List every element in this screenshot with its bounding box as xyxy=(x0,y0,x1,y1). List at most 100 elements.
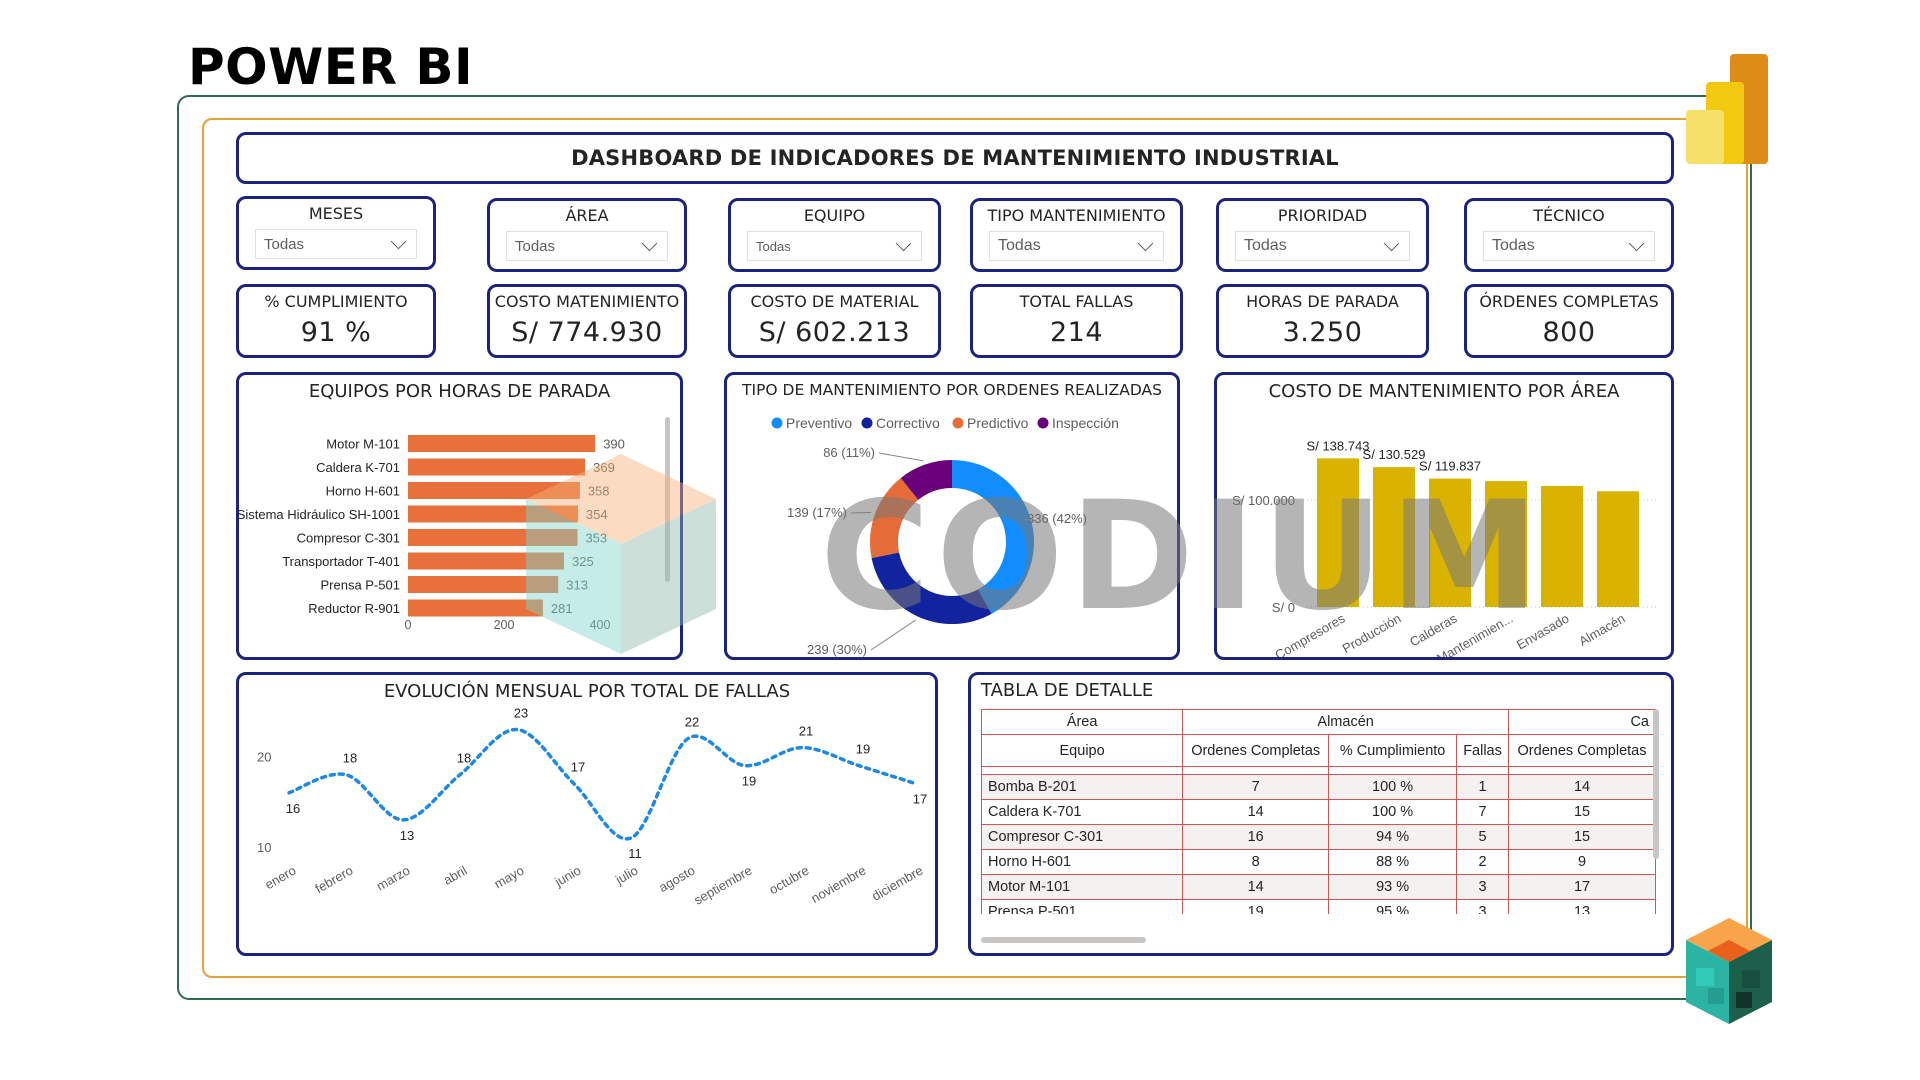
slicer-meses[interactable]: MESES Todas xyxy=(236,196,436,270)
table-cell: 94 % xyxy=(1328,824,1458,850)
slicer-dropdown[interactable]: Todas xyxy=(506,231,668,261)
point-data-label: 21 xyxy=(799,724,813,739)
table-cell-equipo: Prensa P-501 xyxy=(981,899,1184,914)
slice-data-label: 86 (11%) xyxy=(823,445,875,460)
table-cell: 7 xyxy=(1182,774,1330,800)
bar xyxy=(408,505,578,523)
bar-data-label: 354 xyxy=(586,507,608,522)
slicer-dropdown[interactable]: Todas xyxy=(1235,231,1410,261)
table-cell: 3 xyxy=(1456,874,1510,900)
donut-slice xyxy=(870,478,919,558)
bar xyxy=(408,529,578,546)
column-header[interactable]: % Cumplimiento xyxy=(1328,734,1458,767)
slice-leader-line xyxy=(878,452,924,462)
bar-category-label: Horno H-601 xyxy=(326,484,400,499)
kpi-title: COSTO DE MATERIAL xyxy=(750,292,919,311)
x-category-label: diciembre xyxy=(869,863,925,904)
table-cell: 15 xyxy=(1508,799,1656,825)
slicer-dropdown[interactable]: Todas xyxy=(989,231,1164,261)
table-row[interactable]: Bomba B-201 7 100 % 1 14 xyxy=(981,774,1656,800)
table-cell-equipo: Horno H-601 xyxy=(981,849,1184,875)
point-data-label: 18 xyxy=(343,751,357,766)
chevron-down-icon xyxy=(1383,235,1400,251)
bar xyxy=(1541,485,1583,607)
chevron-down-icon xyxy=(1137,235,1154,251)
slice-leader-line xyxy=(1022,518,1036,522)
tabla-detalle[interactable]: TABLA DE DETALLE Área Almacén Ca Equipo … xyxy=(968,672,1674,956)
slicer-tecnico[interactable]: TÉCNICO Todas xyxy=(1464,198,1674,272)
column-header[interactable]: Ordenes Completas xyxy=(1508,734,1656,767)
bar-category-label: Reductor R-901 xyxy=(308,601,400,616)
kpi-title: ÓRDENES COMPLETAS xyxy=(1479,292,1659,311)
bar-category-label: Prensa P-501 xyxy=(321,578,401,593)
point-data-label: 16 xyxy=(286,801,300,816)
slicer-title: ÁREA xyxy=(565,206,609,225)
horizontal-scrollbar[interactable] xyxy=(981,937,1146,943)
slicer-tipo-mantenimiento[interactable]: TIPO MANTENIMIENTO Todas xyxy=(970,198,1183,272)
table-row[interactable]: Prensa P-501 19 95 % 3 13 xyxy=(981,899,1656,914)
bar-data-label: 369 xyxy=(593,460,615,475)
table-cell: 14 xyxy=(1508,774,1656,800)
point-data-label: 17 xyxy=(913,792,927,807)
vertical-scrollbar[interactable] xyxy=(1653,709,1659,859)
bar-category-label: Motor M-101 xyxy=(326,437,400,452)
slice-data-label: 139 (17%) xyxy=(787,505,847,520)
slicer-dropdown[interactable]: Todas xyxy=(255,229,417,259)
slicer-value: Todas xyxy=(998,237,1041,254)
x-tick-label: 400 xyxy=(590,618,611,632)
y-tick-label: S/ 0 xyxy=(1272,600,1295,615)
slicer-area[interactable]: ÁREA Todas xyxy=(487,198,687,272)
point-data-label: 18 xyxy=(457,751,471,766)
table-row[interactable]: Caldera K-701 14 100 % 7 15 xyxy=(981,799,1656,825)
group-header-almacen[interactable]: Almacén xyxy=(1182,709,1510,735)
slicer-dropdown[interactable]: Todas xyxy=(1483,231,1655,261)
bar xyxy=(408,576,559,593)
dashboard-title-text: DASHBOARD DE INDICADORES DE MANTENIMIENT… xyxy=(571,146,1339,170)
bar-data-label: S/ 119.837 xyxy=(1419,459,1481,474)
slicer-title: EQUIPO xyxy=(803,206,866,225)
column-header[interactable]: Ordenes Completas xyxy=(1182,734,1330,767)
y-tick-label: 10 xyxy=(257,840,271,855)
table-cell-equipo: Bomba B-201 xyxy=(981,774,1184,800)
group-header-next[interactable]: Ca xyxy=(1508,709,1656,735)
table-row[interactable]: Motor M-101 14 93 % 3 17 xyxy=(981,874,1656,900)
slicer-prioridad[interactable]: PRIORIDAD Todas xyxy=(1216,198,1429,272)
bar-data-label: 390 xyxy=(603,437,625,452)
donut-slice xyxy=(871,552,992,624)
y-tick-label: S/ 100.000 xyxy=(1232,493,1295,508)
point-data-label: 19 xyxy=(742,774,756,789)
bar-data-label: 313 xyxy=(566,578,588,593)
column-header[interactable]: Fallas xyxy=(1456,734,1510,767)
bar-category-label: Transportador T-401 xyxy=(282,554,400,569)
table-cell: 9 xyxy=(1508,849,1656,875)
bar xyxy=(408,599,543,617)
kpi-horas-parada: HORAS DE PARADA 3.250 xyxy=(1216,284,1429,358)
table-row[interactable]: Horno H-601 8 88 % 2 9 xyxy=(981,849,1656,875)
x-category-label: febrero xyxy=(312,863,355,897)
report-frame-outer xyxy=(177,95,1752,1000)
bar xyxy=(1429,478,1471,607)
slicer-equipo[interactable]: EQUIPO Todas xyxy=(728,198,941,272)
chart-title: TIPO DE MANTENIMIENTO POR ORDENES REALIZ… xyxy=(742,381,1162,399)
legend-marker xyxy=(1037,417,1049,429)
bar xyxy=(1485,481,1527,607)
power-bi-logo-icon xyxy=(1686,54,1768,164)
table-cell: 95 % xyxy=(1328,899,1458,914)
chart-tipo-mantenimiento[interactable]: TIPO DE MANTENIMIENTO POR ORDENES REALIZ… xyxy=(724,372,1180,660)
chart-equipos-horas-parada[interactable]: EQUIPOS POR HORAS DE PARADA Motor M-101 3… xyxy=(236,372,683,660)
vertical-scrollbar[interactable] xyxy=(665,417,670,582)
table-cell: 100 % xyxy=(1328,774,1458,800)
x-tick-label: 200 xyxy=(494,618,515,632)
chart-costo-area[interactable]: COSTO DE MANTENIMIENTO POR ÁREA S/ 0 S/ 1… xyxy=(1214,372,1674,660)
bar-data-label: 358 xyxy=(588,484,610,499)
chart-evolucion-fallas[interactable]: EVOLUCIÓN MENSUAL POR TOTAL DE FALLAS 10… xyxy=(236,672,938,956)
point-data-label: 19 xyxy=(856,742,870,757)
kpi-title: HORAS DE PARADA xyxy=(1246,292,1399,311)
kpi-cumplimiento: % CUMPLIMIENTO 91 % xyxy=(236,284,436,358)
bar-data-label: 281 xyxy=(551,601,573,616)
slicer-value: Todas xyxy=(1492,237,1535,254)
slicer-title: PRIORIDAD xyxy=(1277,206,1368,225)
table-row[interactable]: Compresor C-301 16 94 % 5 15 xyxy=(981,824,1656,850)
slicer-dropdown[interactable]: Todas xyxy=(747,231,922,261)
kpi-costo-material: COSTO DE MATERIAL S/ 602.213 xyxy=(728,284,941,358)
